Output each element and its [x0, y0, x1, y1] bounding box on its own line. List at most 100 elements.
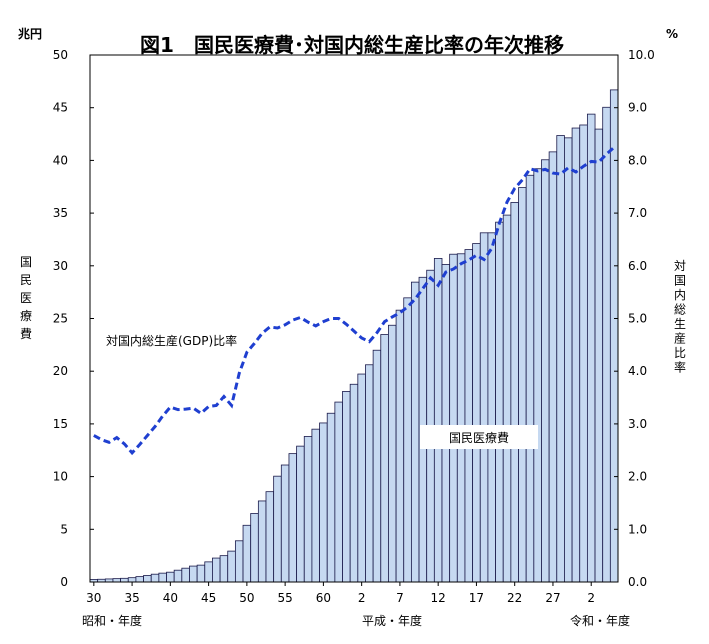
bar	[594, 128, 604, 583]
left-tick-label: 25	[53, 312, 68, 326]
x-tick-label: 2	[358, 591, 366, 605]
era-label-showa: 昭和・年度	[82, 613, 142, 628]
bar	[433, 258, 443, 583]
bar	[189, 565, 198, 583]
bar	[196, 564, 206, 583]
bar	[372, 349, 382, 583]
bar	[135, 576, 144, 583]
x-tick-label: 17	[469, 591, 484, 605]
right-axis-title: 対国内総生産比率	[674, 259, 686, 375]
gdp-ratio-line	[93, 146, 616, 456]
left-tick-label: 35	[53, 206, 68, 220]
axis-title-char: 国	[20, 255, 32, 269]
x-tick-label: 22	[507, 591, 522, 605]
bar	[609, 89, 619, 583]
bar	[380, 334, 389, 583]
bar	[571, 127, 581, 583]
right-tick-label: 8.0	[628, 153, 647, 167]
era-label-reiwa: 令和・年度	[570, 613, 630, 628]
right-tick-label: 9.0	[628, 101, 647, 115]
bar	[204, 561, 213, 583]
bar	[120, 577, 129, 583]
bar	[250, 513, 259, 583]
axis-title-char: 費	[20, 326, 32, 341]
axis-title-char: 療	[20, 309, 32, 323]
axis-title-char: 率	[674, 360, 686, 375]
bar	[548, 151, 558, 583]
bar	[265, 491, 275, 583]
right-axis: 0.0 1.0 2.0 3.0 4.0 5.0 6.0 7.0 8.0 9.0 10.0	[614, 48, 655, 589]
bar	[212, 557, 221, 583]
bar	[349, 383, 359, 583]
bars-group	[89, 89, 619, 583]
x-tick-label: 45	[201, 591, 216, 605]
x-tick-label: 7	[396, 591, 404, 605]
annotation-gdp-ratio: 対国内総生産(GDP)比率	[106, 333, 237, 348]
bar	[495, 221, 504, 583]
axis-title-char: 比	[674, 346, 686, 360]
x-tick-label: 50	[239, 591, 254, 605]
bar	[388, 324, 397, 583]
bar	[166, 571, 175, 583]
bar	[158, 572, 167, 583]
bar	[219, 555, 229, 583]
x-tick-label: 27	[545, 591, 560, 605]
bar	[334, 401, 343, 583]
bar	[472, 243, 481, 583]
era-label-heisei: 平成・年度	[362, 613, 422, 628]
bar	[288, 453, 298, 583]
bar	[326, 412, 336, 583]
bar	[518, 187, 527, 583]
right-tick-label: 5.0	[628, 312, 647, 326]
x-tick-label: 40	[163, 591, 178, 605]
axis-title-char: 対	[674, 259, 686, 273]
x-tick-label: 2	[587, 591, 595, 605]
x-tick-label: 12	[431, 591, 446, 605]
annotation-medical-cost: 国民医療費	[449, 430, 509, 445]
right-tick-label: 3.0	[628, 417, 647, 431]
right-tick-label: 10.0	[628, 48, 655, 62]
bar	[242, 524, 252, 583]
bar	[112, 578, 122, 583]
bar	[296, 445, 305, 583]
x-axis: 30 35 40 45 50 55 60 2 7 12 17 22 27 2	[86, 582, 595, 605]
bar	[410, 281, 420, 583]
left-tick-label: 30	[53, 259, 68, 273]
bar	[342, 391, 351, 583]
axis-title-char: 内	[674, 288, 686, 302]
bar	[502, 214, 512, 583]
right-tick-label: 0.0	[628, 575, 647, 589]
bar	[357, 373, 366, 583]
bar	[227, 550, 236, 583]
bar	[602, 106, 611, 583]
left-tick-label: 50	[53, 48, 68, 62]
right-tick-label: 7.0	[628, 206, 647, 220]
axis-title-char: 国	[674, 274, 686, 288]
left-axis-title: 国民医療費	[20, 255, 32, 341]
bar	[173, 569, 183, 583]
x-tick-label: 60	[316, 591, 331, 605]
bar	[280, 464, 290, 583]
bar	[449, 253, 458, 583]
axis-title-char: 産	[674, 331, 686, 346]
left-unit-label: 兆円	[18, 26, 42, 41]
left-tick-label: 15	[53, 417, 68, 431]
right-tick-label: 4.0	[628, 364, 647, 378]
bar	[525, 174, 535, 583]
right-tick-label: 1.0	[628, 522, 647, 536]
left-tick-label: 0	[60, 575, 68, 589]
left-tick-label: 40	[53, 153, 68, 167]
bar	[257, 500, 267, 583]
chart-title: 図1 国民医療費･対国内総生産比率の年次推移	[140, 33, 564, 57]
axis-title-char: 総	[674, 303, 686, 317]
right-tick-label: 2.0	[628, 470, 647, 484]
x-tick-label: 55	[277, 591, 292, 605]
x-tick-label: 30	[86, 591, 101, 605]
left-tick-label: 20	[53, 364, 68, 378]
right-tick-label: 6.0	[628, 259, 647, 273]
bar	[273, 475, 282, 583]
bar	[143, 575, 152, 583]
bar	[441, 264, 451, 583]
x-tick-label: 35	[124, 591, 139, 605]
